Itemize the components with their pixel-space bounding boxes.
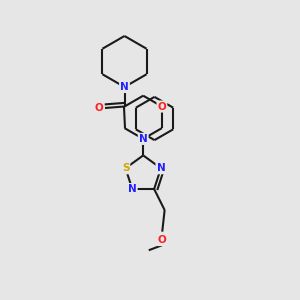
Text: S: S (122, 163, 129, 173)
Text: N: N (157, 163, 165, 173)
Text: N: N (128, 184, 136, 194)
Text: N: N (120, 82, 129, 92)
Text: O: O (158, 101, 166, 112)
Text: O: O (158, 235, 167, 245)
Text: N: N (139, 134, 148, 144)
Text: O: O (94, 103, 103, 113)
